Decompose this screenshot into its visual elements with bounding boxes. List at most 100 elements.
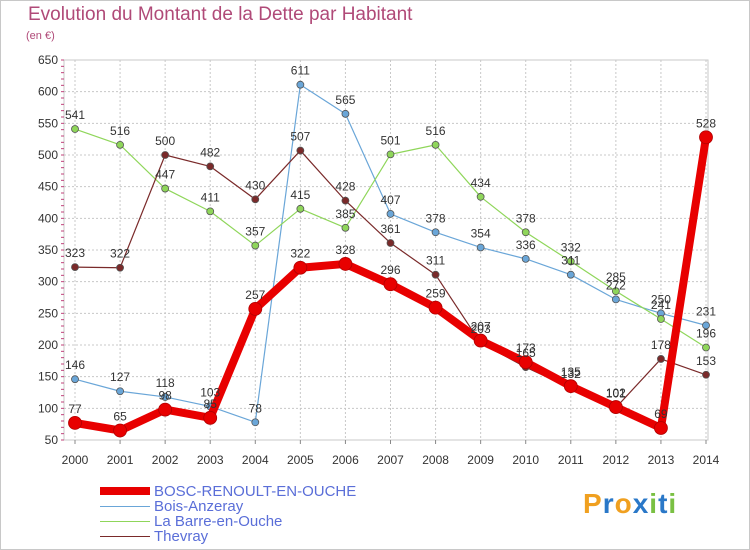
brand-letter: i [668,488,678,519]
data-point [521,228,530,237]
brand-letter: o [614,488,633,519]
y-tick-label: 400 [38,211,58,225]
data-point [386,209,395,218]
data-point [611,295,620,304]
data-point [296,146,305,155]
data-point [338,257,353,271]
data-point [386,150,395,159]
data-point [116,263,124,272]
y-tick-label: 200 [38,338,58,352]
x-tick-label: 2009 [467,453,494,467]
data-point [203,410,218,425]
data-label: 272 [606,278,626,292]
data-point [71,125,79,133]
brand-letter: P [583,488,603,519]
data-point [71,263,79,272]
data-point [654,421,668,435]
data-point [563,379,578,394]
y-tick-label: 600 [38,85,58,99]
data-label: 135 [561,365,581,379]
data-point [158,402,173,417]
data-point [251,195,260,204]
data-label: 259 [426,287,446,301]
data-label: 231 [696,304,716,318]
data-point [699,130,713,145]
data-point [293,260,308,275]
data-label: 322 [110,247,130,261]
legend-swatch-thevray [100,536,150,537]
x-tick-label: 2010 [512,453,539,467]
data-point [566,270,575,279]
data-label: 378 [516,211,536,225]
data-point [476,192,485,201]
data-label: 118 [156,376,175,390]
data-point [473,333,488,348]
data-point [386,239,395,247]
data-point [702,370,710,379]
data-label: 165 [516,346,536,360]
x-tick-label: 2006 [332,453,359,467]
data-label: 153 [696,354,716,368]
data-point [161,184,170,193]
x-tick-label: 2002 [152,453,179,467]
data-label: 196 [696,327,716,341]
data-label: 241 [651,298,671,312]
x-tick-label: 2013 [648,453,675,467]
data-point [702,343,710,352]
data-point [206,207,215,216]
data-point [431,140,440,149]
data-point [566,257,575,266]
data-point [341,223,350,232]
legend-swatch-la-barre [100,521,150,522]
y-tick-label: 50 [45,433,59,447]
data-label: 482 [200,145,220,159]
data-label: 415 [290,188,310,202]
data-point [431,270,440,279]
data-label: 146 [65,358,85,372]
data-label: 447 [155,168,175,182]
data-point [116,387,124,396]
data-label: 354 [471,226,491,240]
data-point [116,140,124,149]
data-label: 285 [606,270,626,284]
data-label: 69 [654,407,668,421]
data-point [113,423,127,438]
data-point [521,254,530,263]
data-label: 207 [471,320,491,334]
data-label: 501 [380,133,400,147]
brand-logo: Proxiti [583,488,677,520]
y-tick-label: 550 [38,116,58,130]
data-label: 407 [380,193,400,207]
data-point [206,162,215,171]
data-point [161,393,170,401]
chart-title: Evolution du Montant de la Dette par Hab… [28,4,413,25]
data-label: 430 [245,178,265,192]
data-label: 250 [651,292,671,306]
data-point [68,415,82,430]
data-label: 203 [471,322,491,336]
data-label: 428 [335,180,355,194]
data-point [251,418,260,427]
data-point [296,80,305,89]
data-label: 296 [380,263,400,277]
data-label: 611 [291,64,310,78]
data-point [428,300,443,315]
data-label: 565 [335,93,355,107]
x-tick-label: 2014 [693,453,720,467]
brand-letter: r [602,488,615,519]
legend-swatch-bosc-renoult [100,487,150,495]
chart-subtitle: (en €) [26,30,55,42]
x-tick-label: 2001 [107,453,134,467]
legend-label-bosc-renoult: BOSC-RENOULT-EN-OUCHE [154,483,357,500]
data-label: 78 [249,401,263,415]
legend-label-bois-anzeray: Bois-Anzeray [154,498,244,515]
data-point [657,315,665,323]
data-label: 323 [65,246,85,260]
data-label: 77 [68,402,82,416]
y-tick-label: 150 [38,370,58,384]
data-point [161,151,170,159]
data-point [476,243,485,252]
x-tick-label: 2007 [377,453,404,467]
data-label: 101 [606,387,626,401]
